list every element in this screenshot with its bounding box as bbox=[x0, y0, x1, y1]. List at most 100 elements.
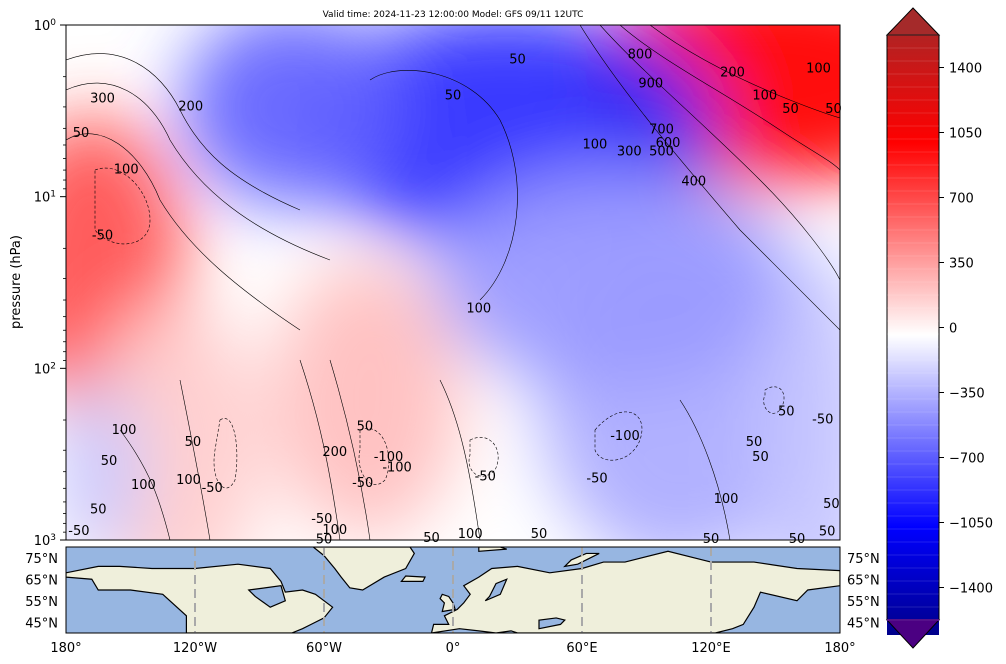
colorbar bbox=[885, 7, 941, 649]
contour-label: 300 bbox=[90, 92, 115, 107]
map-x-tick-label: 180° bbox=[824, 641, 855, 656]
map-y-tick-label-left: 55°N bbox=[25, 595, 58, 610]
contour-line bbox=[179, 379, 211, 540]
y-tick-label: 100 bbox=[34, 18, 57, 34]
colorbar-ticks: 1400 1050 700 350 0 −350 −700 −1050 −1400 bbox=[887, 34, 993, 621]
contour-line-negative bbox=[594, 411, 643, 461]
contour-label: 50 bbox=[445, 89, 462, 104]
contour-line bbox=[66, 53, 301, 211]
contour-label: -50 bbox=[92, 229, 113, 244]
contour-label: 50 bbox=[825, 102, 842, 117]
colorbar-body bbox=[887, 35, 939, 635]
landmass bbox=[430, 550, 840, 633]
contour-line-negative bbox=[468, 437, 499, 477]
colorbar-tick-label: −700 bbox=[949, 452, 985, 467]
map-x-tick-label: 180° bbox=[50, 641, 81, 656]
colorbar-tick-label: −1050 bbox=[949, 517, 993, 532]
contour-label: 300 bbox=[617, 145, 642, 160]
contour-label: -100 bbox=[374, 450, 404, 465]
contour-line bbox=[439, 379, 481, 540]
contour-line bbox=[679, 399, 731, 540]
contour-label: 50 bbox=[703, 532, 720, 547]
landmass bbox=[478, 547, 507, 552]
colorbar-tick-label: −1400 bbox=[949, 582, 993, 597]
y-axis-label: pressure (hPa) bbox=[9, 235, 24, 329]
contour-label: 100 bbox=[176, 473, 201, 488]
contour-label: 200 bbox=[178, 99, 203, 114]
contour-label: 50 bbox=[531, 527, 548, 542]
contour-label: 50 bbox=[778, 405, 795, 420]
y-tick-label: 103 bbox=[34, 533, 56, 549]
contour-label: 100 bbox=[582, 137, 607, 152]
y-tick-label: 102 bbox=[34, 361, 56, 377]
contour-line bbox=[299, 359, 341, 540]
contour-line-negative bbox=[94, 167, 151, 245]
contour-label: -100 bbox=[610, 429, 640, 444]
inland-water bbox=[247, 585, 287, 608]
contour-label: 50 bbox=[823, 497, 840, 512]
contour-line-negative bbox=[213, 418, 238, 489]
colorbar-tick-label: −350 bbox=[949, 387, 985, 402]
contour-label: 50 bbox=[509, 53, 526, 68]
landmass bbox=[563, 552, 600, 568]
contour-line bbox=[619, 25, 840, 171]
contour-label: 100 bbox=[752, 89, 777, 104]
contour-line bbox=[649, 25, 840, 119]
contour-label: 600 bbox=[656, 136, 681, 151]
contour-line bbox=[119, 429, 171, 540]
contour-line bbox=[66, 82, 331, 261]
anomaly-region bbox=[758, 250, 840, 540]
contour-line-negative bbox=[763, 386, 785, 414]
contour-line bbox=[579, 25, 840, 331]
y-tick-label: 101 bbox=[34, 190, 56, 206]
contour-label: -50 bbox=[352, 476, 373, 491]
contour-label: -50 bbox=[311, 512, 332, 527]
map-x-tick-label: 0° bbox=[446, 641, 461, 656]
map-y-tick-label-right: 65°N bbox=[847, 573, 880, 588]
colorbar-tick-label: 1400 bbox=[949, 62, 982, 77]
colorbar-tick-label: 350 bbox=[949, 257, 974, 272]
contour-label: 50 bbox=[101, 454, 118, 469]
contour-line bbox=[369, 70, 518, 301]
contour-label: -50 bbox=[475, 470, 496, 485]
map-y-tick-label-right: 55°N bbox=[847, 595, 880, 610]
map-axes: 180° 120°W 60°W 0° 60°E 120°E 180° 75°N 75°N 65°N… bbox=[25, 552, 880, 656]
contour-label: 50 bbox=[357, 420, 374, 435]
landmass bbox=[66, 563, 334, 633]
colorbar-extend-top bbox=[885, 7, 941, 36]
colorbar-tick-label: 0 bbox=[949, 322, 957, 337]
landmass bbox=[312, 547, 416, 591]
contour-label: -50 bbox=[202, 481, 223, 496]
map-y-tick-label-left: 75°N bbox=[25, 552, 58, 567]
contour-label: 700 bbox=[649, 123, 674, 138]
contour-line-negative bbox=[358, 428, 390, 485]
contour-label: 50 bbox=[789, 532, 806, 547]
contour-label: 50 bbox=[73, 126, 90, 141]
contour-label: 100 bbox=[131, 478, 156, 493]
anomaly-region bbox=[434, 168, 795, 389]
contour-label: 100 bbox=[466, 301, 491, 316]
map-y-tick-label-right: 75°N bbox=[847, 552, 880, 567]
contour-label: -50 bbox=[586, 471, 607, 486]
contour-label: 800 bbox=[628, 48, 653, 63]
contour-label: -50 bbox=[68, 524, 89, 539]
anomaly-region bbox=[272, 258, 462, 539]
contour-label: 100 bbox=[112, 423, 137, 438]
contour-label: 50 bbox=[90, 503, 107, 518]
contour-label: 50 bbox=[423, 531, 440, 546]
contour-label: 400 bbox=[681, 174, 706, 189]
contour-label: 100 bbox=[806, 61, 831, 76]
contour-label: 100 bbox=[114, 163, 139, 178]
colorbar-tick-label: 700 bbox=[949, 192, 974, 207]
y-axis: 100 101 102 103 bbox=[34, 18, 66, 549]
contour-label: 200 bbox=[322, 445, 347, 460]
contour-label: 50 bbox=[819, 525, 836, 540]
contour-label: 100 bbox=[714, 492, 739, 507]
map-x-tick-label: 120°E bbox=[691, 641, 731, 656]
landmass bbox=[400, 575, 426, 583]
map-y-tick-label-left: 45°N bbox=[25, 616, 58, 631]
contour-label: 100 bbox=[322, 523, 347, 538]
map-x-tick-label: 60°W bbox=[306, 641, 342, 656]
